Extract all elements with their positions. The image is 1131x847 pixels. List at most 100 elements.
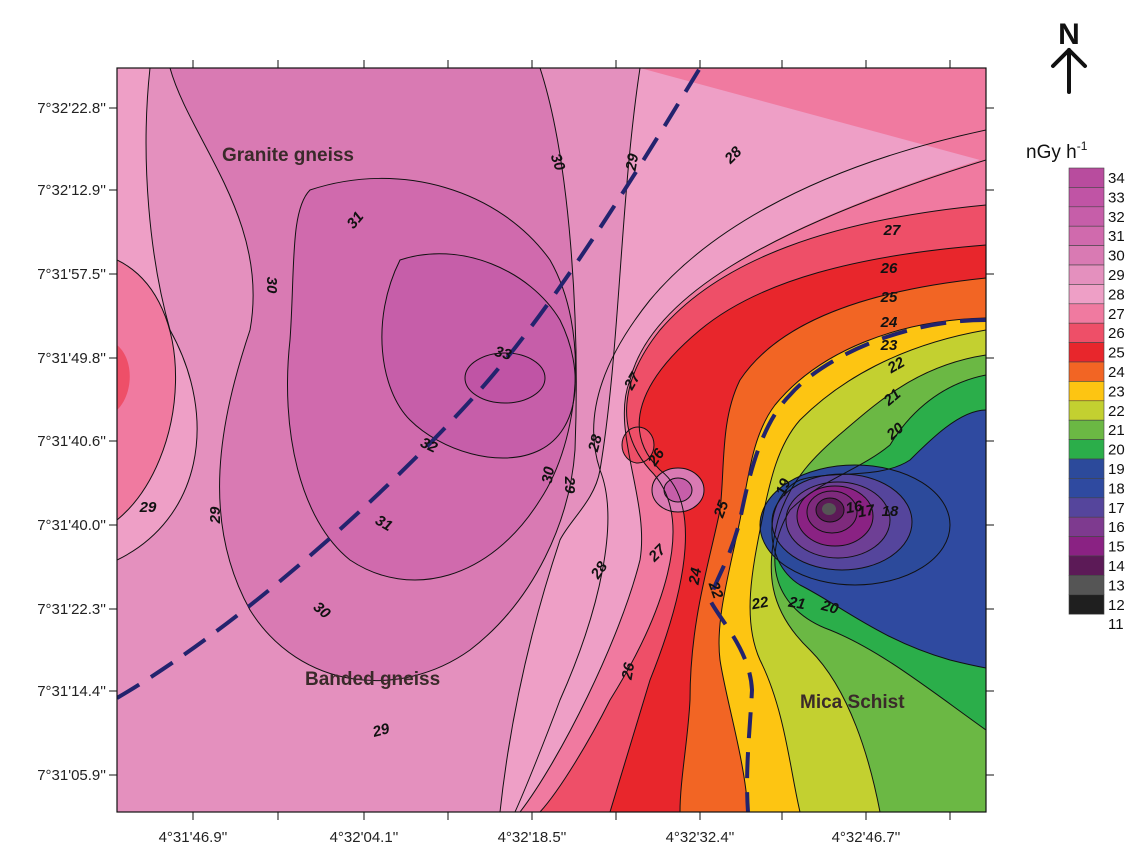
legend-label: 13: [1108, 577, 1125, 594]
legend-label: 23: [1108, 383, 1125, 400]
legend-swatch: [1068, 497, 1105, 518]
legend-swatch: [1068, 478, 1105, 499]
legend-swatch: [1068, 381, 1105, 402]
contour-line-14: [806, 490, 858, 534]
contour-label: 23: [880, 337, 898, 354]
fill-zone-12: [822, 503, 836, 515]
legend-label: 20: [1108, 442, 1125, 459]
contour-line-19: [771, 409, 986, 669]
contour-label: 31: [372, 512, 395, 535]
y-tick-label: 7°31'14.4'': [37, 683, 106, 700]
legend: nGy h-1 34 33 32 31 30 29 28 27 26 25 24 23 22 21 20 19…: [1026, 139, 1125, 633]
x-tick-labels: 4°31'46.9'' 4°32'04.1'' 4°32'18.5'' 4°32…: [159, 829, 901, 846]
y-tick-labels: 7°32'22.8'' 7°32'12.9'' 7°31'57.5'' 7°31…: [37, 100, 106, 784]
contour-line-24: [679, 277, 986, 812]
legend-label: 27: [1108, 306, 1125, 323]
legend-label: 32: [1108, 209, 1125, 226]
legend-swatch: [1068, 400, 1105, 421]
legend-label: 21: [1108, 422, 1125, 439]
contour-line-20: [774, 374, 986, 731]
contour-label: 20: [819, 597, 841, 618]
contour-label: 29: [139, 499, 157, 516]
legend-label: 17: [1108, 500, 1125, 517]
x-tick-label: 4°31'46.9'': [159, 829, 228, 846]
contour-line-23: [718, 317, 986, 812]
legend-label: 26: [1108, 325, 1125, 342]
contour-label: 18: [882, 503, 899, 520]
contour-label: 28: [585, 432, 606, 454]
legend-swatch: [1068, 594, 1105, 615]
contour-line-33: [464, 352, 546, 404]
contour-label: 25: [710, 498, 732, 521]
x-tick-label: 4°32'18.5'': [498, 829, 567, 846]
legend-swatch: [1068, 303, 1105, 324]
rock-unit-label: Banded gneiss: [305, 669, 440, 690]
contour-line-17: [771, 473, 913, 571]
legend-label: 16: [1108, 519, 1125, 536]
legend-label: 11: [1108, 616, 1124, 633]
contour-line-30-small: [651, 467, 705, 513]
contour-line-18: [759, 464, 951, 586]
contour-label: 24: [685, 566, 705, 587]
contour-label: 30: [263, 277, 280, 294]
contour-lines: [117, 68, 986, 812]
legend-swatch: [1068, 439, 1105, 460]
contour-label: 21: [786, 593, 806, 613]
axis-ticks: [109, 60, 994, 820]
contour-label: 30: [547, 151, 569, 173]
legend-swatch: [1068, 187, 1105, 208]
legend-swatch: [1068, 167, 1105, 188]
contour-label: 22: [704, 578, 726, 601]
contour-line-27-west: [117, 259, 177, 521]
fill-zone-33: [465, 353, 545, 403]
legend-label: 19: [1108, 461, 1125, 478]
contour-line-15: [796, 485, 874, 547]
legend-label: 28: [1108, 286, 1125, 303]
contour-label: 16: [844, 498, 864, 518]
legend-unit: nGy h-1: [1026, 139, 1088, 163]
contour-line-26: [539, 204, 986, 812]
contour-line-25: [609, 244, 986, 812]
legend-label: 15: [1108, 539, 1125, 556]
contour-label: 29: [370, 720, 392, 741]
contour-label: 27: [620, 369, 644, 393]
y-tick-label: 7°32'22.8'': [37, 100, 106, 117]
contour-label: 33: [493, 343, 514, 364]
y-tick-label: 7°31'05.9'': [37, 767, 106, 784]
contour-label: 29: [622, 152, 642, 173]
contour-label: 19: [773, 476, 795, 498]
contour-line-16: [785, 481, 891, 559]
y-tick-label: 7°31'40.6'': [37, 433, 106, 450]
contour-line-28: [514, 129, 986, 812]
contour-label: 25: [880, 289, 898, 306]
map-area: [117, 68, 986, 812]
contour-label: 22: [884, 354, 908, 378]
legend-swatch: [1068, 458, 1105, 479]
contour-label: 26: [618, 661, 638, 682]
contour-line-13: [815, 497, 845, 523]
arrow-up-icon: [1051, 48, 1087, 94]
legend-swatch: [1068, 322, 1105, 343]
legend-swatch: [1068, 361, 1105, 382]
legend-swatch: [1068, 342, 1105, 363]
contour-label: 26: [880, 260, 898, 277]
contour-line-30: [169, 68, 577, 682]
y-tick-label: 7°31'40.0'': [37, 517, 106, 534]
legend-label: 14: [1108, 558, 1125, 575]
contour-label: 27: [883, 222, 901, 239]
fill-zone-31-small: [664, 478, 692, 502]
legend-label: 12: [1108, 597, 1125, 614]
contour-line-32: [381, 253, 576, 459]
contour-label: 17: [856, 502, 876, 522]
legend-label: 34: [1108, 170, 1125, 187]
contour-label: 24: [880, 314, 898, 331]
legend-swatches: [1068, 167, 1105, 615]
contour-line-26-small: [621, 426, 655, 464]
legend-swatch: [1068, 575, 1105, 596]
legend-label: 29: [1108, 267, 1125, 284]
contour-label: 22: [749, 594, 770, 614]
x-tick-label: 4°32'32.4'': [666, 829, 735, 846]
legend-label: 22: [1108, 403, 1125, 420]
geologic-boundary-east: [707, 318, 986, 812]
